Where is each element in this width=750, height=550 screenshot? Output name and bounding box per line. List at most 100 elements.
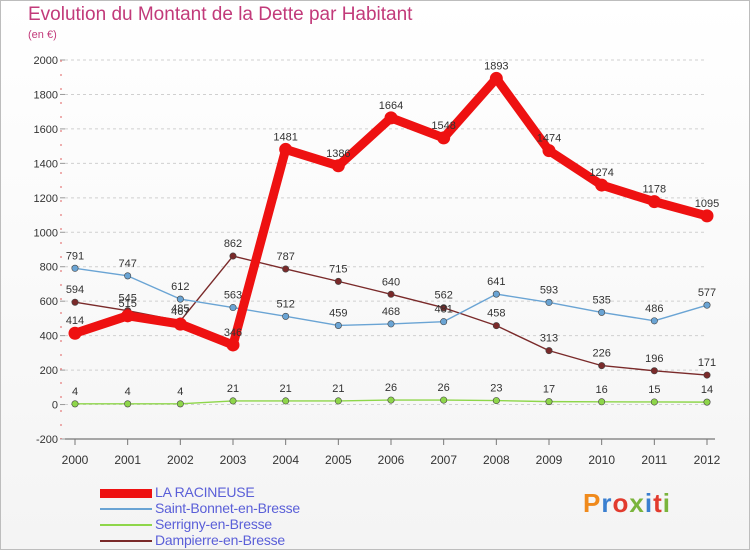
x-tick-label: 2003 (220, 453, 247, 467)
data-label: 313 (540, 333, 558, 345)
y-tick-label: 400 (40, 331, 58, 343)
data-label: 226 (592, 348, 610, 360)
data-label: 414 (66, 315, 84, 327)
legend-item: LA RACINEUSE (100, 484, 420, 501)
data-point (440, 318, 448, 326)
proxiti-logo: Proxiti (583, 488, 671, 518)
legend-swatch (100, 508, 152, 510)
data-point (334, 277, 342, 285)
data-label: 4 (72, 386, 78, 398)
data-label: 26 (385, 382, 397, 394)
data-point (650, 398, 658, 406)
data-label: 594 (66, 284, 84, 296)
data-label: 468 (382, 306, 400, 318)
legend-swatch (100, 524, 152, 526)
x-tick-label: 2012 (694, 453, 721, 467)
data-label: 715 (329, 263, 347, 275)
data-label: 563 (224, 290, 242, 302)
data-label: 4 (177, 386, 183, 398)
series-la-racineuse: 414 515 467 346 1481 1386 1664 1548 1893 1474 1274… (66, 60, 719, 352)
data-point (598, 398, 606, 406)
data-label: 640 (382, 276, 400, 288)
data-label: 862 (224, 238, 242, 250)
data-label: 1095 (695, 198, 719, 210)
data-point (545, 398, 553, 406)
data-point (387, 290, 395, 298)
x-tick-label: 2000 (62, 453, 89, 467)
data-point (173, 317, 187, 331)
data-point (595, 178, 609, 192)
data-point (282, 265, 290, 273)
data-label: 346 (224, 327, 242, 339)
data-label: 535 (592, 294, 610, 306)
data-point (387, 320, 395, 328)
data-label: 4 (125, 386, 131, 398)
x-tick-label: 2008 (483, 453, 510, 467)
data-point (492, 322, 500, 330)
data-point (282, 397, 290, 405)
data-point (598, 362, 606, 370)
legend-swatch (100, 488, 152, 498)
data-label: 791 (66, 250, 84, 262)
x-tick-label: 2007 (430, 453, 457, 467)
y-tick-label: 1000 (34, 227, 58, 239)
data-label: 15 (648, 384, 660, 396)
data-label: 1893 (484, 60, 508, 72)
data-point (700, 209, 714, 223)
legend-item: Saint-Bonnet-en-Bresse (100, 500, 420, 517)
x-tick-label: 2005 (325, 453, 352, 467)
y-tick-label: 1800 (34, 89, 58, 101)
y-tick-label: 1200 (34, 193, 58, 205)
data-point (598, 308, 606, 316)
data-point (545, 347, 553, 355)
data-point (542, 144, 556, 158)
data-label: 1548 (431, 120, 455, 132)
y-tick-label: 200 (40, 365, 58, 377)
x-tick-label: 2009 (536, 453, 563, 467)
data-label: 562 (434, 290, 452, 302)
data-label: 593 (540, 284, 558, 296)
data-label: 196 (645, 353, 663, 365)
data-point (176, 400, 184, 408)
data-label: 1474 (537, 133, 561, 145)
series-saint-bonnet-en-bresse: 791 747 612 563 512 459 468 481 641 593 535 486 577 (66, 250, 716, 329)
data-label: 14 (701, 384, 713, 396)
data-point (176, 295, 184, 303)
y-tick-label: 0 (52, 400, 58, 412)
data-point (703, 398, 711, 406)
data-label: 17 (543, 384, 555, 396)
x-tick-label: 2011 (641, 453, 667, 467)
data-point (229, 397, 237, 405)
data-label: 486 (645, 303, 663, 315)
legend-label: Dampierre-en-Bresse (155, 532, 286, 548)
data-label: 459 (329, 307, 347, 319)
data-point (492, 397, 500, 405)
data-point (703, 371, 711, 379)
data-point (489, 71, 503, 85)
data-label: 1481 (273, 131, 297, 143)
data-label: 787 (276, 251, 294, 263)
data-point (440, 304, 448, 312)
data-label: 21 (227, 383, 239, 395)
data-point (334, 397, 342, 405)
data-point (440, 396, 448, 404)
data-point (71, 264, 79, 272)
data-label: 641 (487, 276, 505, 288)
data-label: 512 (276, 298, 294, 310)
data-point (124, 272, 132, 280)
series-serrigny-en-bresse: 4 4 4 21 21 21 26 26 23 17 16 15 14 (71, 382, 713, 408)
data-label: 481 (434, 304, 452, 316)
data-label: 171 (698, 357, 716, 369)
data-point (121, 309, 135, 323)
legend-label: Serrigny-en-Bresse (155, 516, 272, 532)
data-point (647, 195, 661, 209)
data-point (437, 131, 451, 145)
legend-label: LA RACINEUSE (155, 484, 255, 500)
data-point (229, 304, 237, 312)
x-tick-label: 2004 (272, 453, 299, 467)
data-label: 747 (118, 258, 136, 270)
data-label: 545 (118, 293, 136, 305)
data-point (124, 400, 132, 408)
chart-subtitle: (en €) (28, 29, 57, 41)
